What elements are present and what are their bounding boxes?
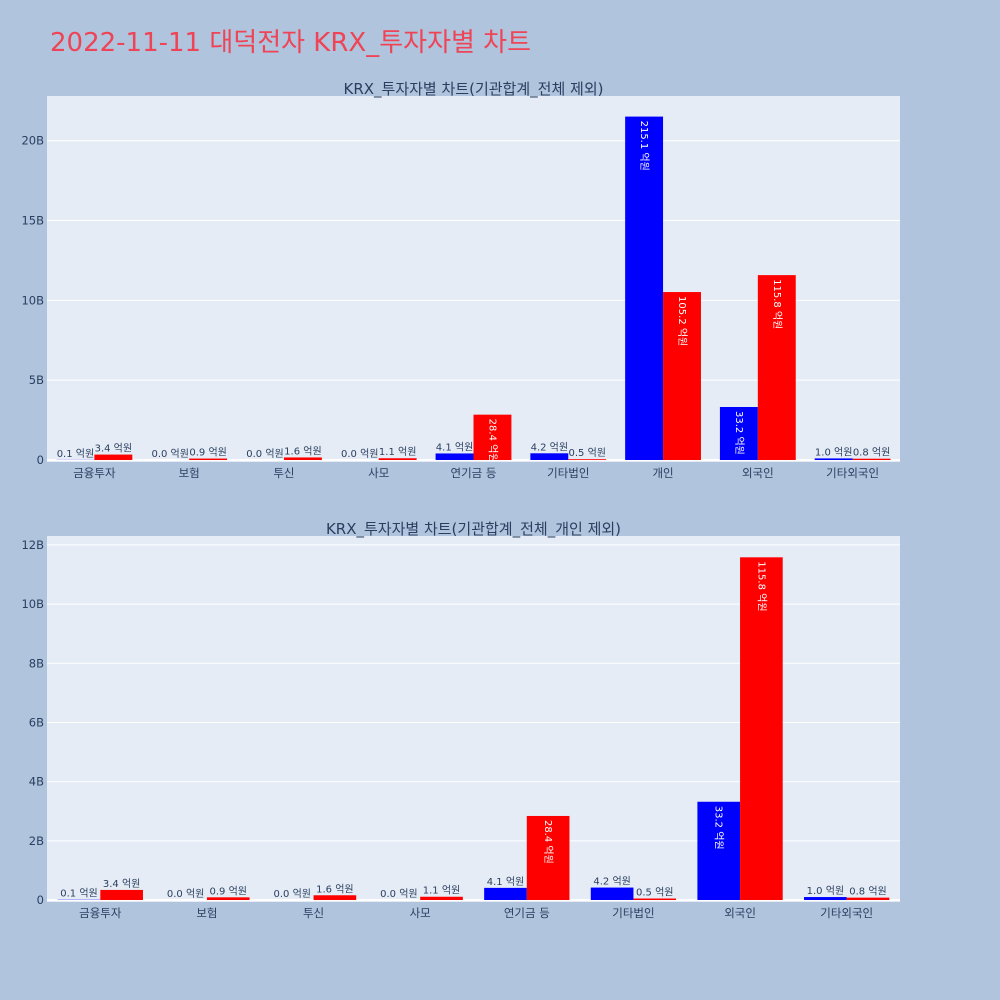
x-tick-label: 금융투자 — [79, 906, 122, 920]
data-label: 0.0 억원 — [167, 888, 204, 900]
bar — [484, 887, 527, 900]
bar — [814, 458, 853, 460]
chart-subtitle: KRX_투자자별 차트(기관합계_전체_개인 제외) — [326, 520, 621, 539]
bar — [283, 457, 322, 460]
bar — [313, 895, 357, 900]
data-label: 3.4 억원 — [95, 443, 132, 455]
data-label: 115.8 억원 — [755, 561, 767, 611]
data-label: 0.0 억원 — [151, 448, 188, 460]
x-tick-label: 기타외국인 — [826, 466, 879, 480]
y-tick-label: 2B — [29, 834, 44, 848]
chart-subtitle: KRX_투자자별 차트(기관합계_전체 제외) — [344, 80, 604, 99]
y-tick-label: 5B — [29, 373, 44, 387]
x-tick-label: 외국인 — [742, 466, 774, 480]
x-tick-label: 기타법인 — [612, 906, 654, 920]
bar — [378, 458, 417, 460]
data-label: 0.0 억원 — [246, 448, 283, 460]
bar — [530, 453, 569, 460]
bar — [846, 897, 890, 900]
y-tick-label: 6B — [29, 715, 44, 729]
data-label: 1.0 억원 — [815, 446, 852, 458]
data-label: 1.1 억원 — [379, 446, 416, 458]
x-tick-label: 투신 — [273, 466, 294, 480]
y-tick-label: 0 — [37, 453, 44, 467]
data-label: 0.9 억원 — [210, 885, 247, 897]
x-tick-label: 연기금 등 — [451, 466, 497, 480]
y-tick-label: 8B — [29, 656, 44, 670]
data-label: 105.2 억원 — [676, 296, 688, 346]
x-tick-label: 기타외국인 — [820, 906, 873, 920]
data-label: 1.1 억원 — [423, 885, 460, 897]
data-label: 0.0 억원 — [380, 888, 417, 900]
data-label: 0.0 억원 — [273, 888, 310, 900]
y-tick-label: 15B — [21, 214, 44, 228]
bar — [663, 292, 701, 460]
data-label: 28.4 억원 — [542, 820, 554, 864]
x-tick-label: 보험 — [179, 466, 200, 480]
bar — [852, 458, 891, 460]
bar — [633, 898, 677, 900]
y-tick-label: 10B — [21, 597, 44, 611]
data-label: 0.5 억원 — [636, 887, 673, 899]
x-tick-label: 금융투자 — [73, 466, 116, 480]
data-label: 0.9 억원 — [189, 447, 226, 459]
data-label: 4.2 억원 — [593, 876, 630, 888]
data-label: 4.2 억원 — [531, 441, 568, 453]
x-tick-label: 외국인 — [724, 906, 756, 920]
data-label: 28.4 억원 — [486, 419, 498, 463]
bar — [568, 459, 607, 460]
y-tick-label: 20B — [21, 134, 44, 148]
y-tick-label: 12B — [21, 538, 44, 552]
x-tick-label: 기타법인 — [547, 466, 589, 480]
bar — [94, 454, 133, 460]
data-label: 115.8 억원 — [771, 279, 783, 329]
data-label: 0.5 억원 — [568, 447, 605, 459]
data-label: 1.0 억원 — [807, 885, 844, 897]
data-label: 1.6 억원 — [316, 883, 353, 895]
x-tick-label: 사모 — [410, 906, 431, 920]
data-label: 0.1 억원 — [60, 888, 97, 900]
bar — [697, 801, 741, 900]
x-tick-label: 보험 — [196, 906, 217, 920]
x-tick-label: 개인 — [652, 466, 673, 480]
bar — [740, 557, 783, 900]
data-label: 33.2 억원 — [713, 806, 725, 850]
bar — [206, 897, 250, 900]
x-tick-label: 투신 — [303, 906, 324, 920]
data-label: 0.0 억원 — [341, 448, 378, 460]
y-tick-label: 10B — [21, 293, 44, 307]
bar — [719, 406, 758, 460]
x-tick-label: 사모 — [368, 466, 389, 480]
bar — [757, 275, 796, 460]
x-tick-label: 연기금 등 — [504, 906, 550, 920]
bar — [590, 887, 634, 900]
bar — [100, 889, 143, 900]
y-tick-label: 0 — [37, 893, 44, 907]
bar — [435, 453, 474, 460]
data-label: 4.1 억원 — [436, 441, 473, 453]
bar — [189, 458, 228, 460]
data-label: 215.1 억원 — [638, 121, 650, 171]
data-label: 1.6 억원 — [284, 445, 321, 457]
data-label: 0.1 억원 — [57, 448, 94, 460]
bar — [473, 414, 512, 460]
y-tick-label: 4B — [29, 775, 44, 789]
data-label: 0.8 억원 — [853, 447, 890, 459]
bar — [625, 116, 664, 461]
data-label: 3.4 억원 — [103, 878, 140, 890]
data-label: 4.1 억원 — [487, 876, 524, 888]
bar — [804, 897, 847, 900]
data-label: 0.8 억원 — [849, 886, 886, 898]
bar — [420, 896, 463, 900]
data-label: 33.2 억원 — [733, 411, 745, 455]
page-title: 2022-11-11 대덕전자 KRX_투자자별 차트 — [50, 28, 532, 58]
bar — [526, 815, 570, 900]
